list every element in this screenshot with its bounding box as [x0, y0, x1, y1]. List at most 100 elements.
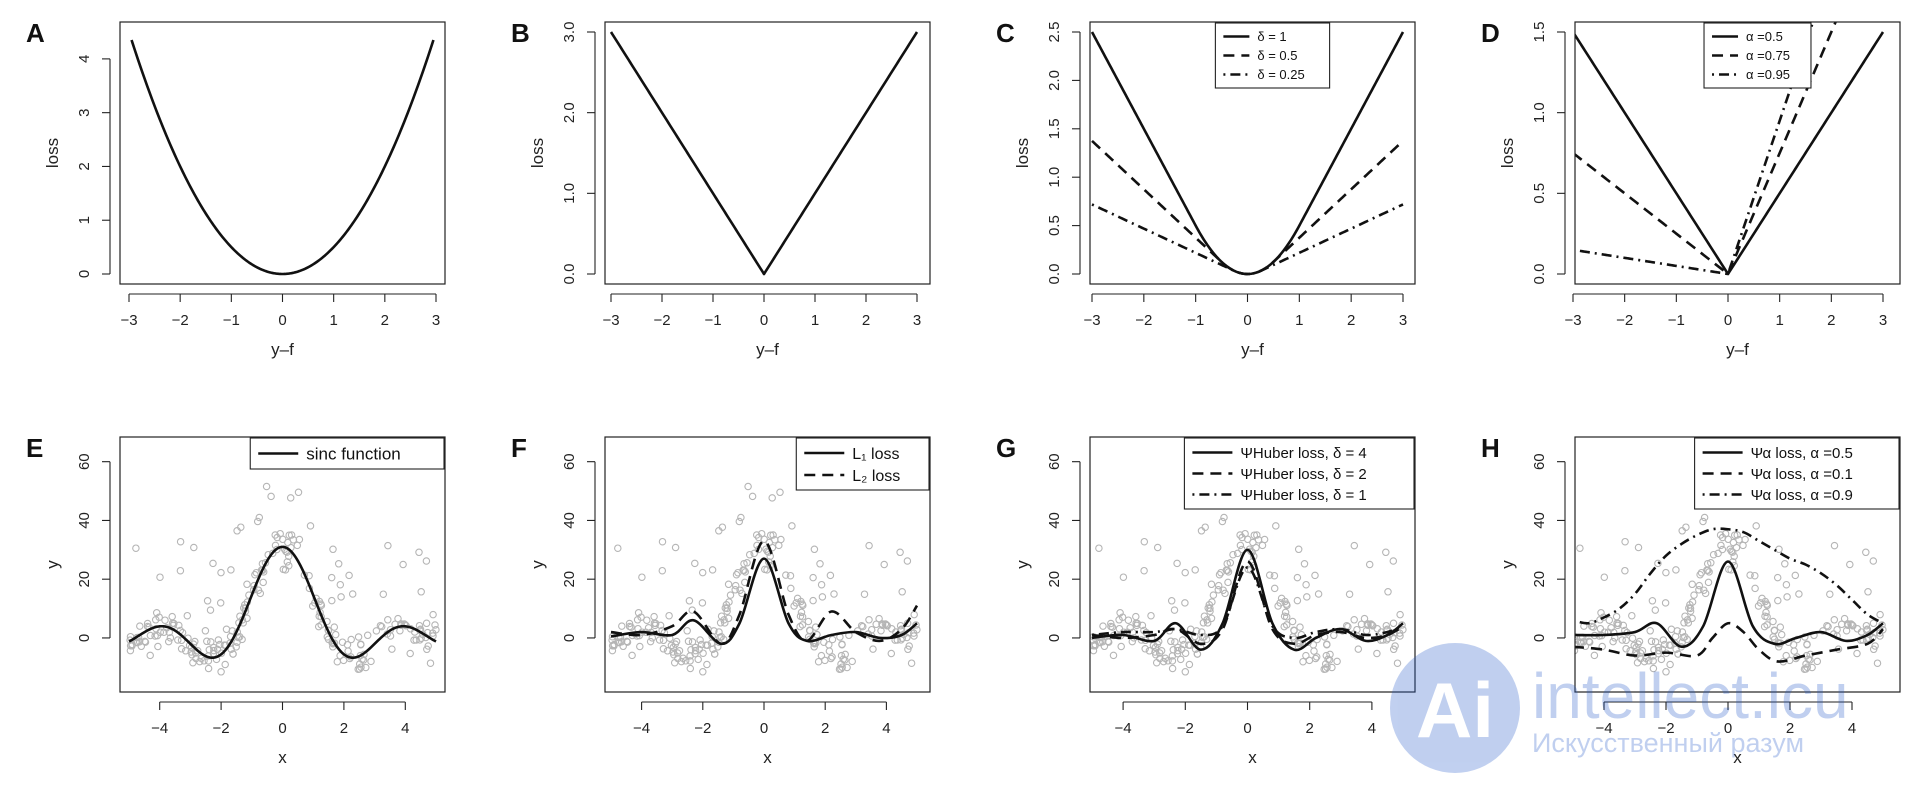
y-axis-title-H: y — [1498, 560, 1517, 569]
scatter-point — [1270, 584, 1279, 593]
scatter-point — [1662, 568, 1670, 577]
scatter-point — [1575, 641, 1579, 650]
legend-box — [1214, 22, 1331, 89]
scatter-point — [818, 593, 827, 601]
scatter-point — [1282, 600, 1291, 608]
y-tick-label: 1.0 — [561, 183, 578, 204]
scatter-point — [1649, 664, 1658, 673]
scatter-point — [766, 531, 775, 539]
scatter-point — [782, 571, 790, 579]
scatter-point — [165, 628, 174, 637]
scatter-point — [1145, 647, 1154, 655]
scatter-point — [1323, 640, 1331, 649]
y-axis-title-B: loss — [528, 138, 547, 168]
scatter-point — [285, 531, 293, 539]
scatter-point — [1174, 643, 1182, 652]
scatter-point — [685, 597, 694, 605]
scatter-point — [1752, 522, 1760, 530]
scatter-point — [331, 630, 340, 639]
scatter-point — [737, 513, 745, 522]
scatter-point — [132, 544, 140, 552]
legend-label: δ = 0.25 — [1257, 67, 1304, 82]
x-tick-label: −3 — [602, 312, 619, 329]
scatter-point — [1733, 531, 1741, 539]
scatter-point — [1846, 560, 1854, 569]
scatter-point — [732, 570, 741, 579]
scatter-point — [1156, 654, 1164, 663]
scatter-point — [1612, 612, 1621, 621]
scatter-point — [1300, 560, 1309, 568]
scatter-point — [1203, 619, 1212, 627]
scatter-point — [1282, 621, 1291, 629]
scatter-point — [1634, 640, 1642, 648]
scatter-point — [146, 651, 154, 660]
scatter-point — [1312, 653, 1321, 661]
scatter-point — [1774, 596, 1782, 605]
scatter-point — [1585, 638, 1594, 646]
y-tick-label: 0 — [561, 634, 578, 642]
scatter-point — [670, 650, 678, 659]
y-tick-label: 0.0 — [1531, 264, 1548, 285]
scatter-point — [1201, 523, 1209, 531]
x-axis-title-A: y–f — [271, 340, 294, 359]
scatter-point — [1666, 660, 1674, 669]
scatter-point — [1096, 638, 1105, 647]
series-line-E-1 — [128, 545, 437, 660]
scatter-point — [1758, 594, 1766, 603]
scatter-point — [251, 570, 259, 579]
scatter-point — [880, 560, 888, 569]
scatter-point — [234, 633, 243, 642]
scatter-point — [686, 657, 694, 665]
scatter-point — [328, 596, 336, 605]
scatter-point — [1678, 527, 1686, 535]
scatter-point — [1697, 568, 1706, 577]
scatter-point — [608, 641, 617, 650]
scatter-point — [1399, 625, 1407, 634]
scatter-point — [716, 633, 724, 642]
scatter-point — [816, 560, 824, 568]
y-tick-label: 2 — [76, 162, 93, 170]
x-axis-title-C: y–f — [1241, 340, 1264, 359]
scatter-point — [750, 549, 758, 558]
series-line-D-1 — [1575, 31, 1885, 276]
scatter-points — [1575, 482, 1887, 676]
scatter-point — [1688, 614, 1696, 623]
scatter-point — [209, 559, 217, 568]
scatter-point — [839, 655, 848, 663]
panel-C: C −3 −2 −1 0 1 2 3 y–f 0.0 0.5 1.0 1.5 2.0 2.5 loss δ = … — [996, 18, 1416, 359]
scatter-point — [1128, 637, 1137, 646]
panel-letter-A: A — [26, 18, 45, 48]
x-axis-title-F: x — [763, 748, 772, 767]
scatter-point — [388, 645, 396, 653]
scatter-point — [1281, 608, 1290, 617]
scatter-point — [1808, 663, 1816, 672]
scatter-point — [1311, 654, 1320, 663]
scatter-point — [209, 643, 218, 652]
scatter-point — [614, 544, 622, 552]
scatter-point — [675, 647, 684, 655]
scatter-point — [1207, 580, 1216, 589]
x-tick-label: 3 — [432, 312, 440, 329]
scatter-point — [790, 602, 798, 610]
scatter-point — [636, 642, 644, 651]
y-axis-title-C: loss — [1013, 138, 1032, 168]
scatter-point — [798, 600, 807, 608]
scatter-point — [201, 627, 210, 635]
scatter-point — [659, 645, 668, 653]
scatter-point — [168, 612, 176, 621]
y-tick-label: 20 — [76, 571, 93, 588]
scatter-point — [882, 621, 891, 629]
series-line-H-1 — [1575, 560, 1884, 649]
scatter-point — [1181, 668, 1190, 676]
scatter-point — [330, 639, 339, 647]
scatter-point — [623, 637, 631, 646]
scatter-point — [203, 597, 212, 605]
scatter-point — [655, 636, 664, 644]
scatter-point — [804, 617, 813, 626]
scatter-point — [1303, 593, 1311, 601]
scatter-point — [1667, 641, 1675, 649]
scatter-point — [222, 625, 231, 634]
scatter-point — [1100, 642, 1109, 651]
scatter-point — [429, 610, 437, 619]
